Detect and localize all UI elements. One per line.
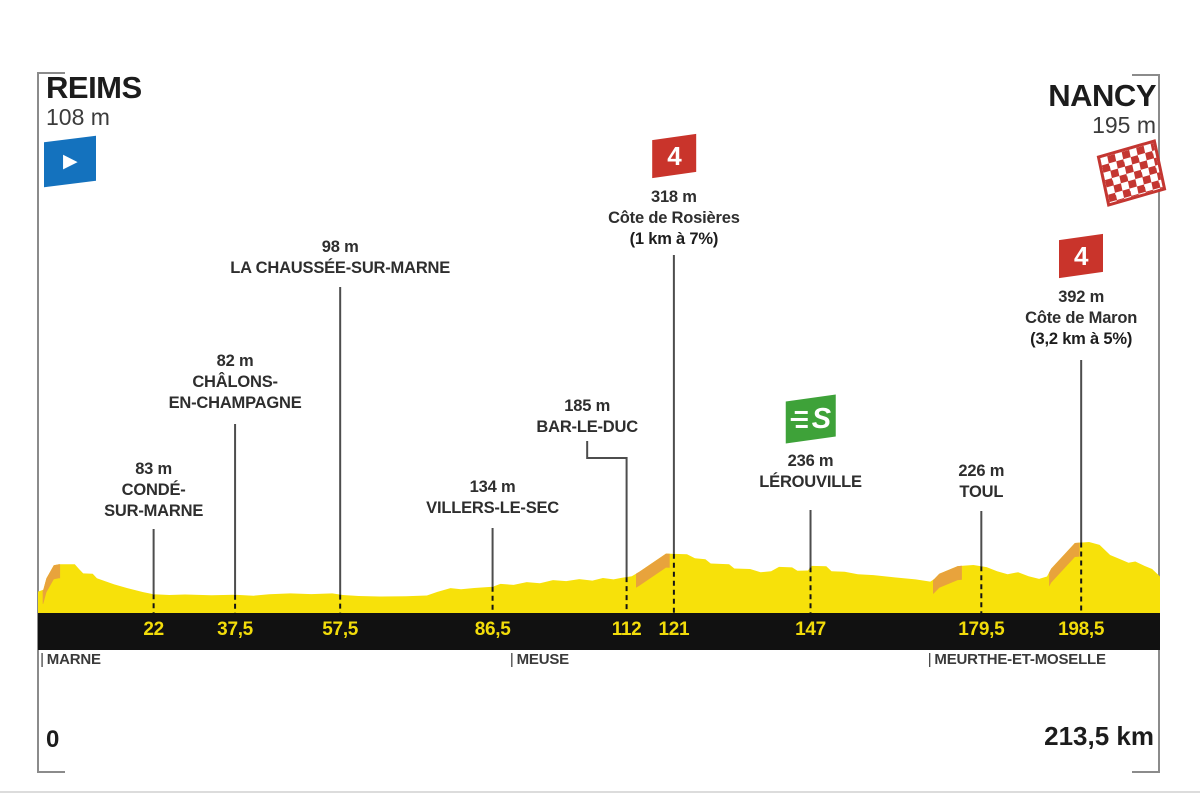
km-tick-57-5: 57,5 xyxy=(322,619,359,640)
waypoint-bar-le-duc: 185 m BAR-LE-DUC xyxy=(536,396,638,438)
start-city-elevation: 108 m xyxy=(46,103,110,130)
frame-right-line xyxy=(1158,75,1160,773)
climb-gradient: (3,2 km à 5%) xyxy=(1030,330,1133,348)
waypoint-elevation: 82 m xyxy=(216,352,254,370)
waypoint-chalons-en-champagne: 82 m CHÂLONS- EN-CHAMPAGNE xyxy=(169,351,302,414)
km-tick-112: 112 xyxy=(611,619,642,640)
waypoint-name: CONDÉ- xyxy=(121,481,186,499)
category-4-flag-icon: 4 xyxy=(651,133,696,179)
waypoint-elevation: 392 m xyxy=(1058,288,1105,306)
department-boundary-mark: | xyxy=(927,651,932,668)
department-label-marne: | MARNE xyxy=(40,651,101,668)
waypoint-elevation: 185 m xyxy=(564,397,611,415)
department-name: MARNE xyxy=(46,651,101,668)
waypoint-name: LÉROUVILLE xyxy=(759,473,862,491)
waypoint-toul: 226 m TOUL xyxy=(958,461,1004,503)
waypoint-elevation: 83 m xyxy=(135,460,173,478)
frame-tick-bottom-right xyxy=(1132,771,1160,773)
frame-tick-top-left xyxy=(37,72,65,74)
start-city-block: REIMS 108 m xyxy=(46,72,142,129)
waypoint-cote-de-maron: 4 392 m Côte de Maron (3,2 km à 5%) xyxy=(1025,233,1138,350)
finish-city-block: NANCY 195 m xyxy=(1048,80,1156,137)
finish-city-elevation: 195 m xyxy=(1092,111,1156,138)
sprint-flag-inner: S xyxy=(790,402,831,435)
department-label-meurthe-et-moselle: | MEURTHE-ET-MOSELLE xyxy=(928,651,1106,668)
climb-shading xyxy=(636,553,670,588)
waypoint-name: SUR-MARNE xyxy=(104,502,204,520)
profile-area xyxy=(38,542,1160,614)
waypoint-name: LA CHAUSSÉE-SUR-MARNE xyxy=(230,259,451,277)
km-tick-86-5: 86,5 xyxy=(474,619,511,640)
climb-shading xyxy=(933,565,962,594)
department-name: MEUSE xyxy=(516,651,570,668)
frame-tick-bottom-left xyxy=(37,771,65,773)
waypoint-lerouville-sprint: S 236 m LÉROUVILLE xyxy=(759,394,862,493)
waypoint-elevation: 98 m xyxy=(321,238,359,256)
waypoint-elevation: 236 m xyxy=(787,452,834,470)
category-number: 4 xyxy=(1073,241,1089,271)
waypoint-la-chaussee-sur-marne: 98 m LA CHAUSSÉE-SUR-MARNE xyxy=(230,237,450,279)
waypoint-cote-de-rosieres: 4 318 m Côte de Rosières (1 km à 7%) xyxy=(608,133,740,250)
km-tick-37-5: 37,5 xyxy=(217,619,253,640)
department-name: MEURTHE-ET-MOSELLE xyxy=(934,651,1106,668)
waypoint-name: VILLERS-LE-SEC xyxy=(426,499,560,517)
distance-bar xyxy=(38,613,1160,650)
climb-gradient: (1 km à 7%) xyxy=(629,230,719,248)
department-boundary-mark: | xyxy=(40,651,44,668)
km-tick-198-5: 198,5 xyxy=(1058,619,1105,640)
finish-city-name: NANCY xyxy=(1048,78,1156,113)
frame-tick-top-right xyxy=(1132,74,1160,76)
km-tick-147: 147 xyxy=(795,619,826,640)
km-tick-121: 121 xyxy=(658,619,690,640)
origin-km-label: 0 xyxy=(46,726,60,753)
sprint-letter: S xyxy=(811,402,831,435)
sprint-flag-icon: S xyxy=(785,394,836,444)
waypoint-elevation: 134 m xyxy=(469,478,516,496)
frame-left-line xyxy=(37,73,39,773)
category-number: 4 xyxy=(666,141,682,171)
waypoint-name: CHÂLONS- xyxy=(192,373,278,391)
waypoint-elevation: 318 m xyxy=(650,188,697,206)
waypoint-elevation: 226 m xyxy=(958,462,1005,480)
department-label-meuse: | MEUSE xyxy=(510,651,569,668)
km-tick-179-5: 179,5 xyxy=(958,619,1005,640)
department-boundary-mark: | xyxy=(509,651,514,668)
climb-shading xyxy=(1049,542,1080,587)
speed-lines-icon xyxy=(790,410,808,428)
bottom-divider xyxy=(0,791,1200,793)
start-city-name: REIMS xyxy=(46,70,142,105)
km-tick-22: 22 xyxy=(143,619,164,640)
category-4-flag-icon: 4 xyxy=(1059,233,1104,279)
total-distance-label: 213,5 km xyxy=(1044,721,1154,751)
climb-shading xyxy=(42,564,61,604)
waypoint-conde-sur-marne: 83 m CONDÉ- SUR-MARNE xyxy=(104,459,203,522)
waypoint-name: Côte de Maron xyxy=(1025,309,1138,327)
waypoint-name: Côte de Rosières xyxy=(608,209,740,227)
waypoint-name: BAR-LE-DUC xyxy=(536,418,638,436)
waypoint-name: TOUL xyxy=(959,483,1004,501)
waypoint-name: EN-CHAMPAGNE xyxy=(168,394,302,412)
marker-line-elbow xyxy=(586,441,628,578)
waypoint-villers-le-sec: 134 m VILLERS-LE-SEC xyxy=(426,477,559,519)
